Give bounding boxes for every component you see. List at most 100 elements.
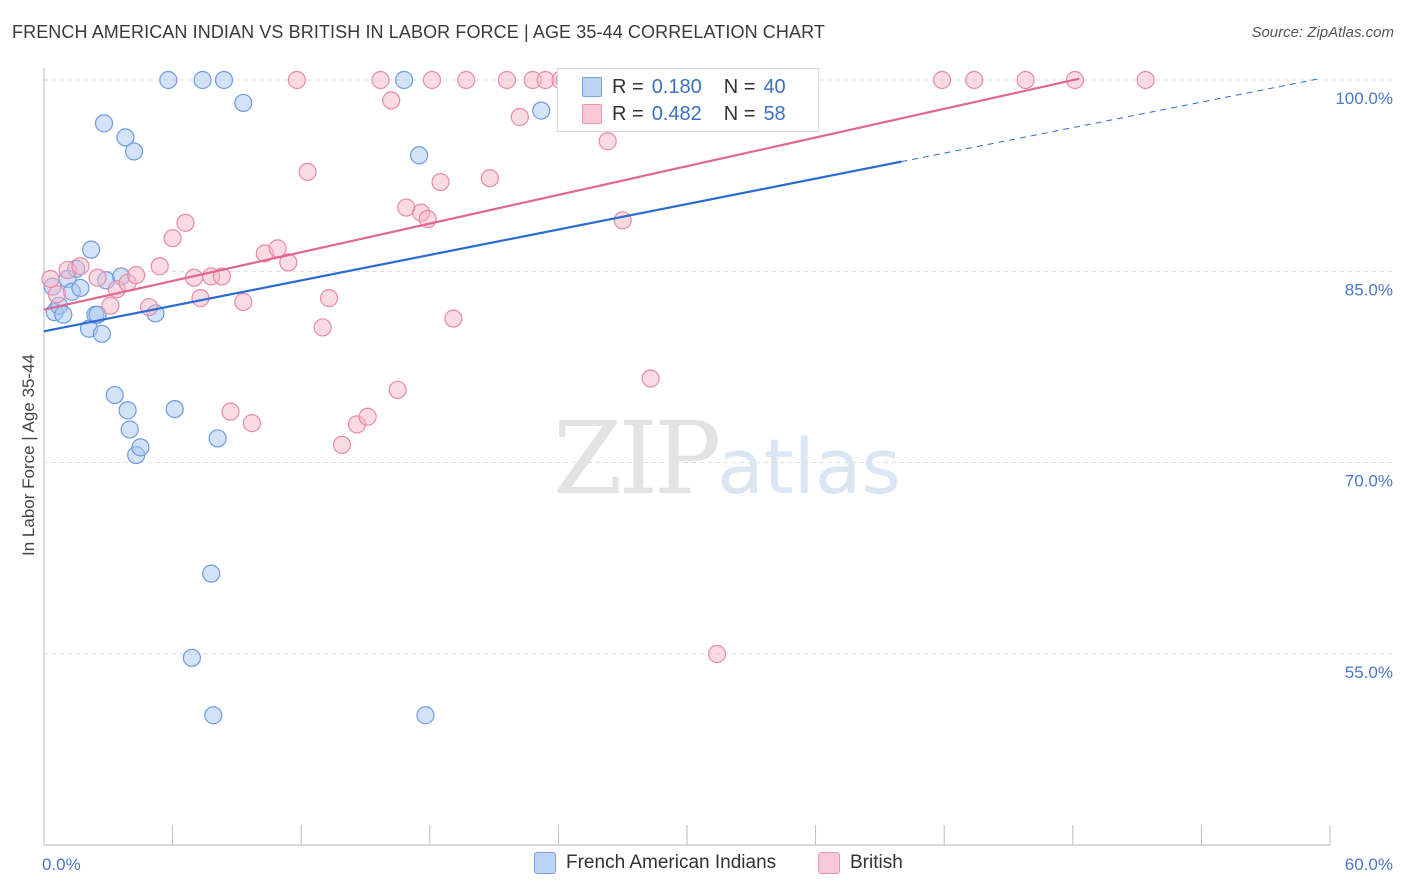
trend-line-extension-french-american-indians bbox=[901, 78, 1320, 163]
point-british bbox=[47, 285, 66, 304]
point-british bbox=[422, 70, 442, 90]
point-british bbox=[457, 70, 476, 90]
point-british bbox=[1016, 70, 1035, 90]
watermark-zip: ZIP bbox=[553, 400, 721, 517]
point-french-american-indians bbox=[208, 429, 227, 448]
legend-r-value: 0.180 bbox=[651, 75, 702, 98]
point-british bbox=[101, 296, 120, 315]
point-british bbox=[176, 213, 195, 232]
trend-line-french-american-indians bbox=[43, 160, 902, 333]
legend-n-label: N = bbox=[723, 75, 756, 98]
point-french-american-indians bbox=[116, 128, 135, 147]
point-british bbox=[212, 267, 231, 286]
trend-lines bbox=[43, 77, 1320, 333]
trend-line-british bbox=[43, 77, 1080, 311]
point-british bbox=[707, 644, 727, 664]
source-label: Source: ZipAtlas.com bbox=[1251, 24, 1394, 41]
point-british bbox=[358, 407, 377, 426]
point-british bbox=[150, 257, 169, 276]
point-french-american-indians bbox=[394, 70, 414, 90]
point-french-american-indians bbox=[159, 70, 178, 90]
legend-n-value: 58 bbox=[763, 102, 786, 125]
point-british bbox=[88, 268, 107, 287]
legend-swatch-pink bbox=[582, 104, 602, 124]
legend-swatch-blue bbox=[534, 852, 556, 874]
series-french-american-indians bbox=[43, 70, 812, 725]
point-british bbox=[510, 107, 529, 127]
point-french-american-indians bbox=[165, 399, 184, 419]
legend-n-value: 40 bbox=[763, 75, 786, 98]
point-british bbox=[71, 257, 90, 276]
point-british bbox=[388, 380, 407, 400]
point-french-american-indians bbox=[54, 305, 73, 324]
point-british bbox=[313, 318, 332, 337]
point-french-american-indians bbox=[182, 648, 201, 667]
legend-item-french-american-indians[interactable]: French American Indians bbox=[534, 852, 776, 874]
legend-label: French American Indians bbox=[566, 852, 777, 873]
legend-r-value: 0.482 bbox=[651, 102, 702, 125]
point-british bbox=[298, 162, 317, 181]
point-british bbox=[382, 91, 401, 110]
correlation-legend: R = 0.180 N = 40 R = 0.482 N = 58 bbox=[557, 68, 819, 132]
x-tick-label-min: 0.0% bbox=[42, 855, 81, 874]
point-british bbox=[127, 266, 146, 285]
point-french-american-indians bbox=[214, 70, 234, 90]
point-french-american-indians bbox=[131, 438, 150, 457]
point-french-american-indians bbox=[94, 114, 114, 133]
series-legend: French American Indians British bbox=[0, 852, 1406, 878]
chart-title: FRENCH AMERICAN INDIAN VS BRITISH IN LAB… bbox=[12, 22, 825, 42]
point-french-american-indians bbox=[202, 564, 221, 583]
point-british bbox=[234, 292, 253, 312]
legend-r-label: R = bbox=[612, 75, 644, 98]
x-tick-label-max: 60.0% bbox=[1345, 855, 1393, 874]
legend-row-pink: R = 0.482 N = 58 bbox=[582, 101, 786, 127]
watermark-atlas: atlas bbox=[717, 422, 901, 511]
point-french-american-indians bbox=[234, 93, 253, 113]
point-french-american-indians bbox=[105, 385, 124, 405]
legend-swatch-pink bbox=[818, 852, 840, 874]
point-french-american-indians bbox=[92, 324, 111, 343]
y-tick-label: 70.0% bbox=[1345, 472, 1393, 491]
axes bbox=[43, 68, 1331, 846]
point-british bbox=[965, 70, 984, 90]
point-british bbox=[163, 229, 182, 248]
legend-n-label: N = bbox=[723, 102, 756, 125]
point-british bbox=[287, 70, 307, 90]
point-british bbox=[319, 289, 339, 308]
gridlines bbox=[44, 79, 1392, 655]
point-french-american-indians bbox=[193, 70, 212, 90]
point-british bbox=[332, 435, 352, 454]
point-british bbox=[480, 169, 499, 188]
y-tick-label: 85.0% bbox=[1345, 280, 1393, 299]
point-british bbox=[598, 132, 617, 151]
legend-swatch-blue bbox=[582, 77, 602, 97]
legend-row-blue: R = 0.180 N = 40 bbox=[582, 74, 786, 100]
point-french-american-indians bbox=[118, 401, 137, 420]
y-tick-label: 100.0% bbox=[1335, 89, 1393, 108]
point-british bbox=[221, 402, 240, 421]
y-axis-label: In Labor Force | Age 35-44 bbox=[19, 354, 38, 556]
point-british bbox=[431, 172, 450, 192]
point-british bbox=[268, 239, 287, 258]
point-french-american-indians bbox=[82, 240, 101, 259]
point-french-american-indians bbox=[416, 706, 435, 725]
point-british bbox=[242, 414, 262, 433]
point-british bbox=[371, 70, 390, 90]
y-tick-label: 55.0% bbox=[1345, 663, 1393, 682]
point-british bbox=[932, 70, 952, 90]
watermark: ZIPatlas bbox=[553, 400, 901, 517]
point-british bbox=[41, 269, 60, 289]
legend-r-label: R = bbox=[612, 102, 644, 125]
point-british bbox=[641, 369, 660, 388]
point-british bbox=[444, 309, 463, 328]
point-british bbox=[613, 211, 632, 230]
point-british bbox=[139, 297, 159, 317]
legend-item-british[interactable]: British bbox=[818, 852, 903, 874]
point-british bbox=[279, 253, 298, 272]
point-french-american-indians bbox=[532, 101, 551, 120]
legend-label: British bbox=[850, 852, 903, 873]
point-british bbox=[1136, 70, 1155, 90]
point-french-american-indians bbox=[409, 146, 429, 165]
axis-labels: 100.0% 85.0% 70.0% 55.0% 0.0% 60.0% In Labor F… bbox=[19, 89, 1393, 874]
